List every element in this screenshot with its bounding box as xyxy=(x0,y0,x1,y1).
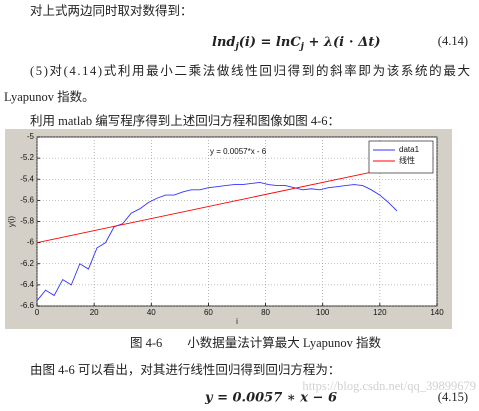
y-tick-label: -6.2 xyxy=(20,259,34,268)
series-line xyxy=(36,181,398,302)
legend-label: data1 xyxy=(399,145,420,154)
eq-sub: j xyxy=(233,42,239,52)
text-line: (5)对(4.14)式利用最小二乘法做线性回归得到的斜率即为该系统的最大 xyxy=(30,63,470,78)
y-tick-label: -5.4 xyxy=(20,174,34,183)
eq-part: (i) = lnC xyxy=(239,35,302,50)
text-line: 对上式两边同时取对数得到： xyxy=(30,3,193,18)
chart: -5 -5.2 -5.4 -5.6 -5.8 -6 -6.2 -6.4 -6.60 20 40 60 8… xyxy=(7,132,444,326)
eq-sub: j xyxy=(299,42,305,52)
equation: y = 0.0057 ∗ x − 6 xyxy=(204,391,337,406)
text-line: Lyapunov 指数。 xyxy=(4,89,95,104)
y-axis-label: y(i) xyxy=(7,216,16,227)
y-tick-label: -6.6 xyxy=(20,301,34,310)
x-axis-label: i xyxy=(236,317,238,326)
x-tick-label: 40 xyxy=(147,308,156,317)
text-line: 利用 matlab 编写程序得到上述回归方程和图像如图 4-6： xyxy=(30,113,340,128)
eq-part: + λ(i ⋅ Δt) xyxy=(304,35,381,50)
y-tick-label: -6 xyxy=(27,238,35,247)
eq-number: (4.14) xyxy=(438,34,468,48)
x-tick-label: 60 xyxy=(204,308,213,317)
x-tick-label: 140 xyxy=(430,308,444,317)
watermark: https://blog.csdn.net/qq_39899679 xyxy=(302,379,476,393)
y-tick-label: -5.2 xyxy=(20,153,34,162)
caption: 图 4-6 小数据量法计算最大 Lyapunov 指数 xyxy=(130,335,382,350)
eq-part: lnd xyxy=(212,35,235,50)
x-tick-label: 100 xyxy=(316,308,330,317)
text-line: 由图 4-6 可以看出，对其进行线性回归得到回归方程为： xyxy=(30,362,340,377)
x-tick-label: 20 xyxy=(90,308,99,317)
x-tick-label: 0 xyxy=(35,308,40,317)
legend-box xyxy=(368,140,434,174)
annotation: y = 0.0057*x - 6 xyxy=(210,147,267,156)
series-line xyxy=(36,165,400,244)
y-tick-label: -5.6 xyxy=(20,195,34,204)
eq-number: (4.15) xyxy=(438,390,468,404)
y-tick-label: -6.4 xyxy=(20,280,34,289)
x-tick-label: 80 xyxy=(261,308,270,317)
legend-label: 线性 xyxy=(399,155,415,165)
x-tick-label: 120 xyxy=(373,308,387,317)
y-tick-label: -5 xyxy=(27,132,35,141)
y-tick-label: -5.8 xyxy=(20,217,34,226)
equation: lndj(i) = lnCj + λ(i ⋅ Δt) xyxy=(212,35,381,52)
